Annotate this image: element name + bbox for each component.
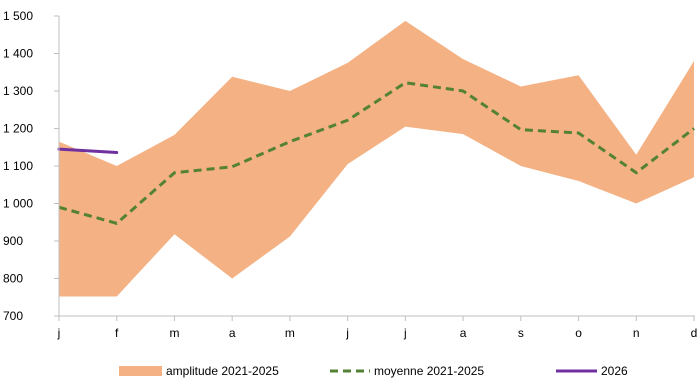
y-tick-label: 1 300 [3,84,33,98]
x-tick-label: j [345,326,349,340]
x-tick-label: a [460,326,467,340]
y-tick-label: 1 400 [3,47,33,61]
legend-swatch-amplitude [119,366,162,376]
plot-area [57,20,695,297]
x-tick-label: o [575,326,582,340]
x-tick-label: j [403,326,407,340]
x-tick-label: j [57,326,61,340]
legend-label-2026: 2026 [601,364,628,378]
legend-label-amplitude: amplitude 2021-2025 [166,364,279,378]
y-tick-label: 700 [3,309,23,323]
x-tick-label: m [169,326,179,340]
x-tick-label: n [633,326,640,340]
x-tick-label: m [285,326,295,340]
x-tick-label: s [518,326,524,340]
y-tick-label: 800 [3,272,23,286]
moyenne-line [58,81,695,225]
x-tick-label: a [229,326,236,340]
legend-label-moyenne: moyenne 2021-2025 [374,364,484,378]
x-tick-label: f [115,326,119,340]
legend: amplitude 2021-2025 moyenne 2021-2025 2026 [119,364,628,378]
line-2026 [57,147,119,154]
axes: 700 800 900 1 000 1 100 1 200 1 300 1 400 1 500 j… [3,9,697,340]
x-tick-label: d [691,326,697,340]
y-tick-label: 1 100 [3,159,33,173]
amplitude-band [59,20,694,297]
y-tick-label: 1 500 [3,9,33,23]
y-tick-label: 1 000 [3,197,33,211]
y-tick-label: 1 200 [3,122,33,136]
y-tick-label: 900 [3,234,23,248]
